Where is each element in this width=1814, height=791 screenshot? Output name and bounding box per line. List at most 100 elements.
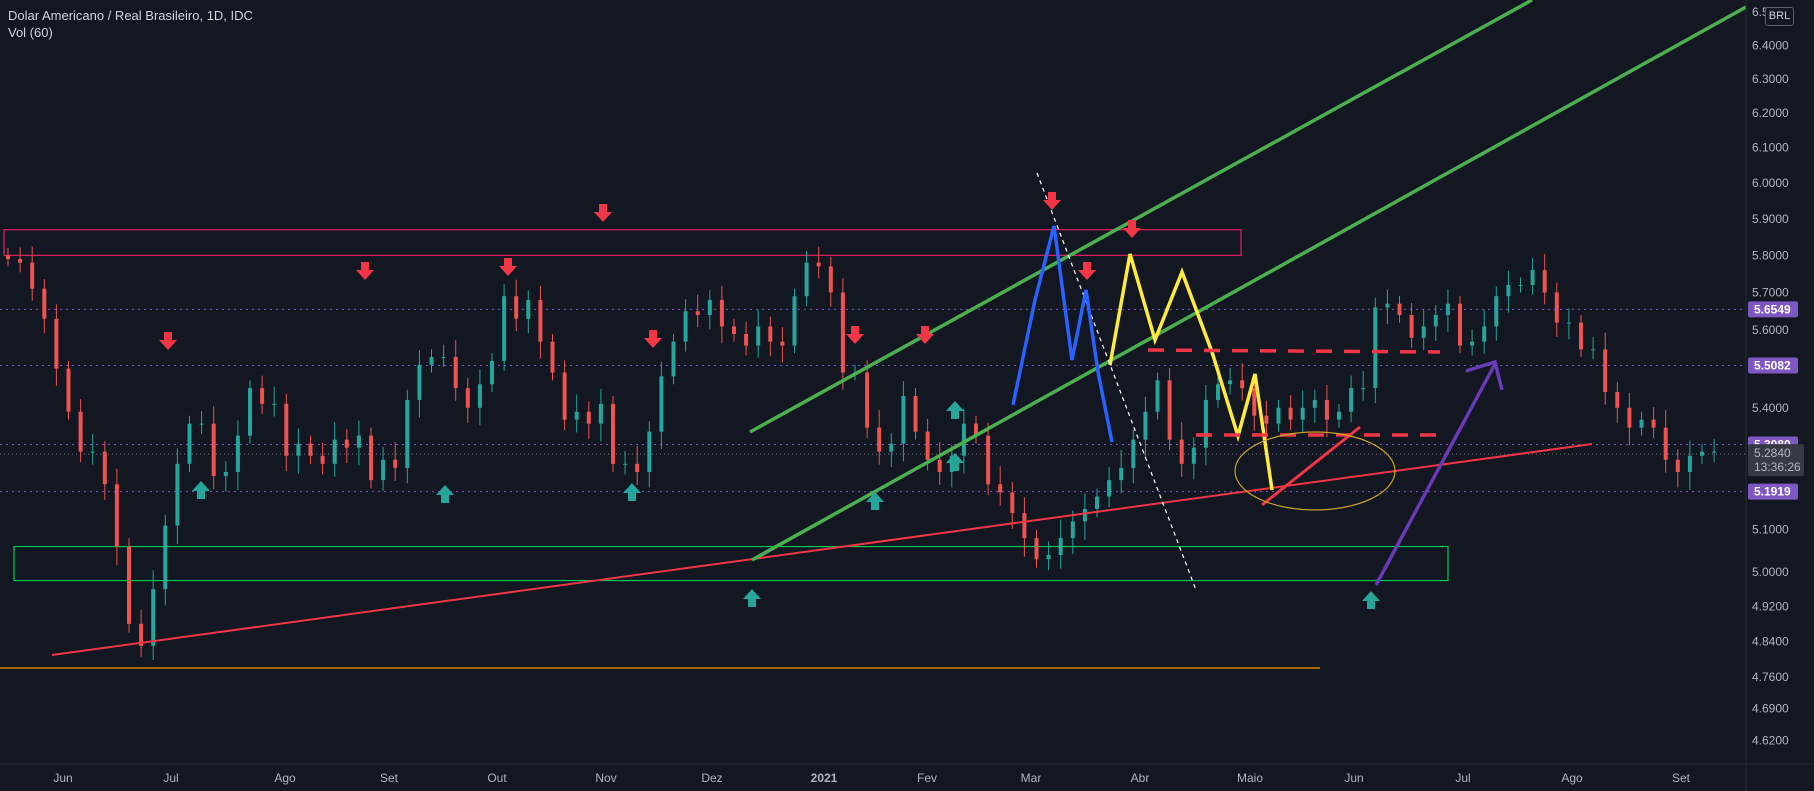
price-level-tag-bg [1748,483,1798,500]
red-down-arrow-shaft [1048,192,1056,200]
price-tick-label: 6.1000 [1752,141,1789,155]
price-tick-label: 6.0000 [1752,176,1789,190]
candle-body [1240,380,1245,389]
candle-body [1663,427,1668,460]
red-down-arrow-head [1078,270,1096,280]
time-tick-label: Abr [1131,771,1150,785]
teal-up-arrow-icon [743,589,761,607]
red-down-arrow-shaft [361,262,369,270]
red-down-arrow-icon [1078,262,1096,280]
candle-body [1482,326,1487,342]
price-level-tag-text: 5.1919 [1754,485,1791,499]
last-price-text: 5.2840 [1754,446,1791,460]
price-level-tag-bg [1748,301,1798,318]
candle-body [1591,349,1596,351]
teal-up-arrow-head [623,483,641,493]
time-tick-label: Mar [1021,771,1042,785]
channel-lower-line [751,5,1747,562]
candle-body [1409,315,1414,338]
candle-body [175,463,180,526]
candle-body [1470,341,1475,346]
candle-body [526,299,531,319]
candle-body [1579,322,1583,350]
red-down-arrow-head [594,212,612,222]
candle-body [405,399,410,468]
candle-body [199,423,204,425]
candle-body [465,388,470,408]
candle-body [574,411,579,420]
time-tick-label: Jul [163,771,178,785]
time-tick-label: Jun [53,771,72,785]
candle-body [647,431,652,472]
red-down-arrow-icon [846,326,864,344]
teal-up-arrow-icon [866,492,884,510]
candle-body [453,357,458,389]
candle-body [1639,419,1644,428]
teal-up-arrow-icon [946,401,964,419]
price-level-tag[interactable]: 5.6549 [1748,301,1798,318]
candle-body [1203,399,1208,448]
countdown-text: 13:36:26 [1754,460,1801,474]
red-down-arrow-shaft [1128,220,1136,228]
price-level-tag[interactable]: 5.5082 [1748,357,1798,374]
blue-zigzag-pattern [1011,225,1114,443]
red-down-arrow-icon [1123,220,1141,238]
teal-up-arrow-shaft [748,599,756,607]
candle-body [1264,415,1269,424]
price-tick-label: 5.4000 [1752,401,1789,415]
candle-body [490,360,494,385]
candle-body [127,546,131,624]
teal-up-arrow-head [743,589,761,599]
candle-body [369,435,373,481]
candle-body [139,623,144,646]
candle-body [1131,439,1136,468]
volume-indicator-label[interactable]: Vol (60) [8,25,53,40]
price-level-tag-text: 5.5082 [1754,358,1791,372]
candle-body [344,439,349,448]
candle-body [1554,292,1559,323]
teal-up-arrow-shaft [951,463,959,471]
teal-up-arrow-shaft [1367,601,1375,609]
price-tick-label: 6.4000 [1752,38,1789,52]
red-down-arrow-icon [499,258,517,276]
teal-up-arrow-head [866,492,884,502]
candle-body [284,403,289,456]
red-down-arrow-head [846,334,864,344]
candle-body [1022,513,1027,539]
candle-body [163,525,168,590]
candle-body [1288,407,1293,420]
time-axis[interactable]: Jun Jul Ago Set Out Nov Dez 2021 Fev Mar Abr Maio Ju… [0,763,1814,785]
red-down-arrow-icon [594,204,612,222]
candle-body [792,296,797,346]
candle-body [659,376,664,432]
candle-body [768,326,773,342]
currency-badge[interactable]: BRL [1765,7,1794,26]
candle-body [235,435,240,472]
candle-body [1252,388,1257,416]
time-tick-label: Dez [701,771,722,785]
teal-up-arrow-icon [1362,591,1380,609]
time-tick-label: Nov [595,771,616,785]
teal-up-arrow-head [946,453,964,463]
last-price-tag-bg [1748,444,1804,477]
wedge-trendline [1261,425,1361,507]
price-tick-label: 6.3000 [1752,72,1789,86]
candle-body [502,296,507,361]
candle-body [865,372,870,428]
projection-arrow-head [1465,359,1504,391]
candle-body [671,341,676,377]
candle-body [1010,492,1015,514]
symbol-title[interactable]: Dolar Americano / Real Brasileiro, 1D, I… [8,8,253,23]
price-tick-label: 5.6000 [1752,323,1789,337]
price-level-tag[interactable]: 5.1919 [1748,483,1798,500]
time-tick-label: Set [1672,771,1691,785]
red-down-arrow-head [644,338,662,348]
candle-body [1700,451,1704,456]
price-axis[interactable]: 6.50006.40006.30006.20006.10006.00005.90… [1745,0,1789,791]
teal-up-arrow-head [1362,591,1380,601]
price-tick-label: 5.8000 [1752,248,1789,262]
teal-up-arrow-shaft [628,493,636,501]
resistance-zone [3,229,1242,256]
candle-body [1155,380,1160,412]
